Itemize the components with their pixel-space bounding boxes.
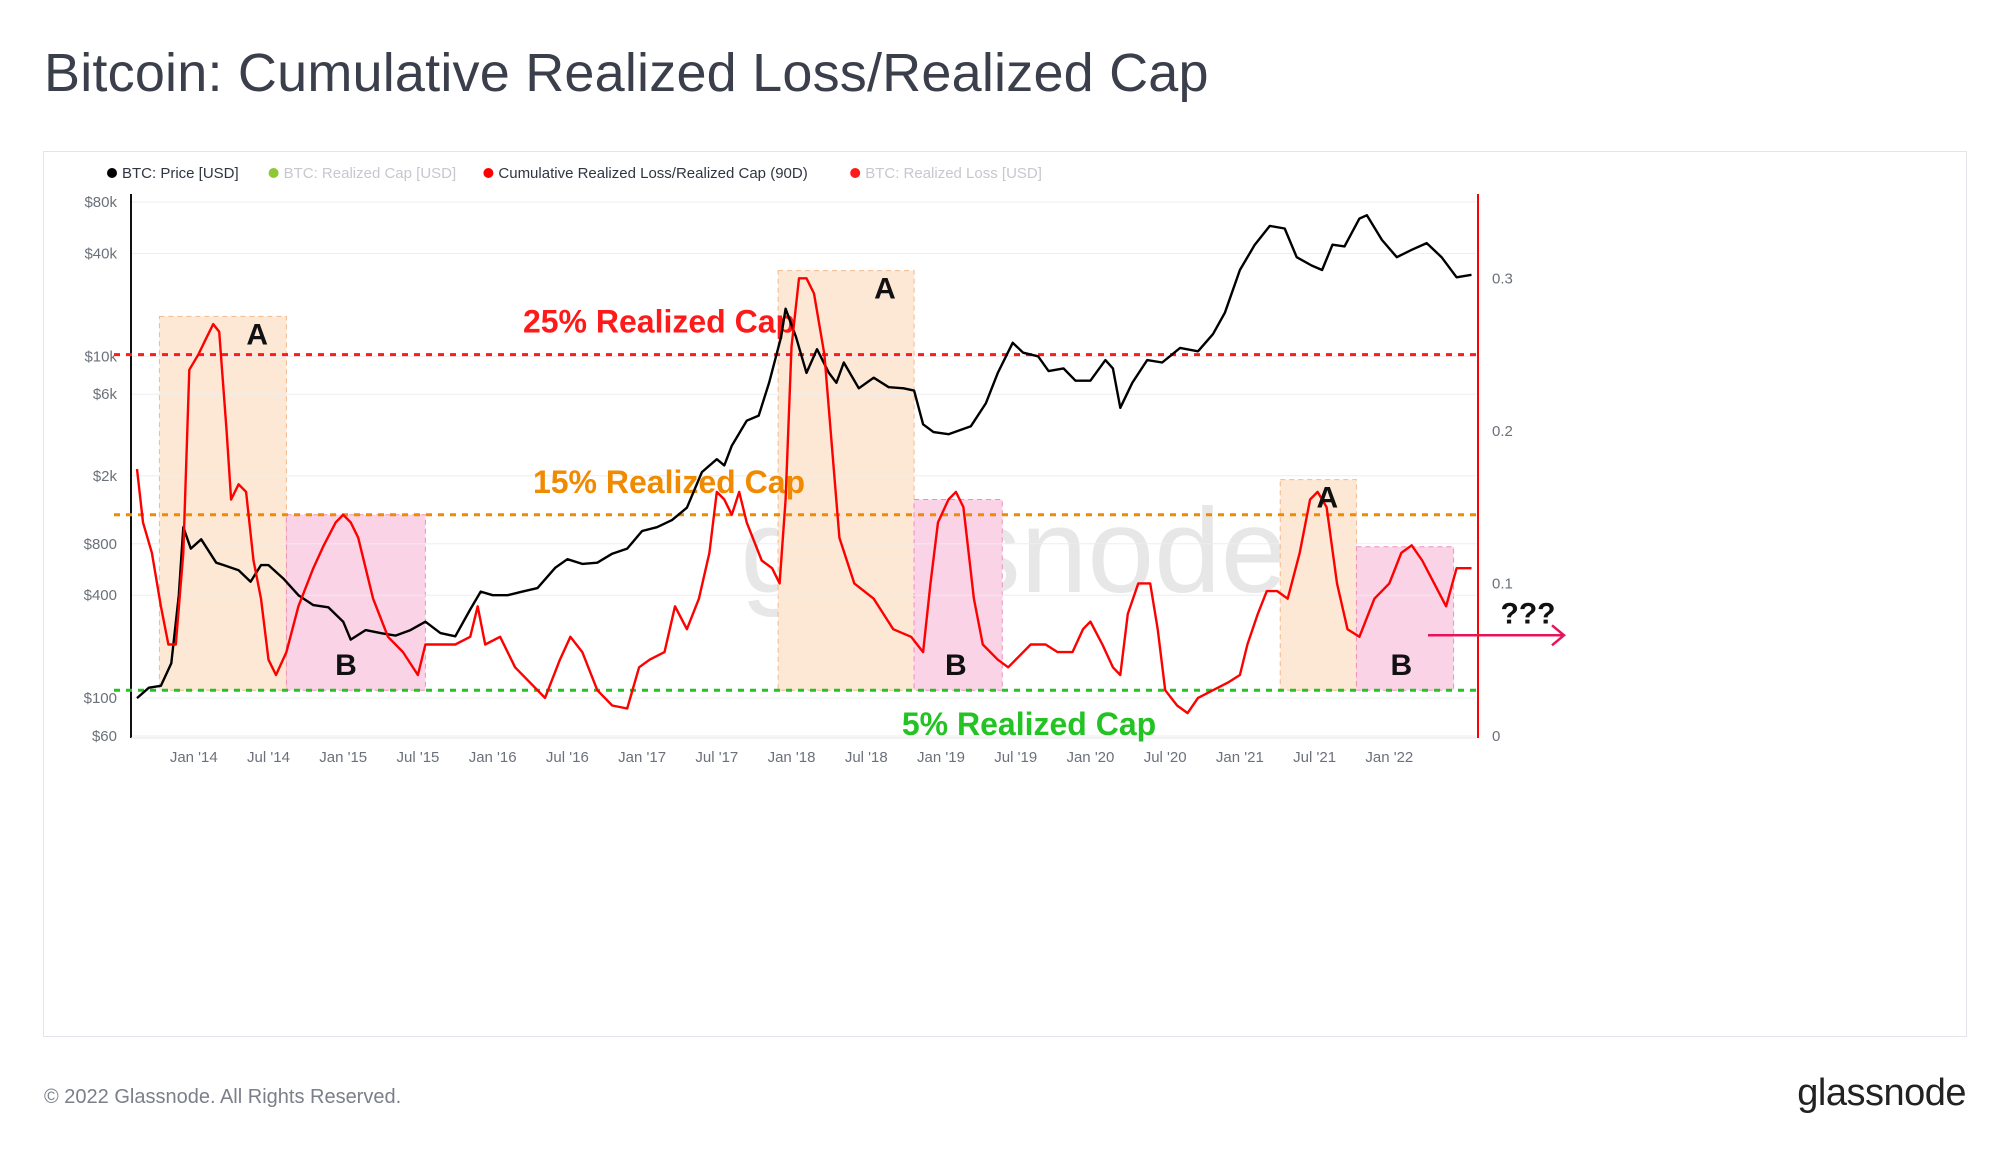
axes: $80k $40k $10k $6k $2k $800 $400 $100 $60 0.3 0.2 0… <box>84 194 1513 766</box>
y-left-tick-label: $6k <box>93 386 118 403</box>
zones <box>158 270 1455 691</box>
y-left-tick-label: $800 <box>84 536 117 553</box>
legend-swatch <box>268 168 279 178</box>
legend-swatch <box>850 168 861 178</box>
legend-label: BTC: Price [USD] <box>122 165 239 182</box>
zone-b-label: B <box>945 649 967 682</box>
y-left-tick-label: $40k <box>84 245 117 262</box>
x-tick-label: Jan '20 <box>1066 749 1114 766</box>
x-tick-label: Jul '21 <box>1293 749 1336 766</box>
x-tick-label: Jul '17 <box>695 749 738 766</box>
zone-a-label: A <box>246 318 268 351</box>
y-right-tick-label: 0.3 <box>1492 270 1513 287</box>
legend-label: Cumulative Realized Loss/Realized Cap (9… <box>498 165 807 182</box>
zone-a-label: A <box>874 273 896 306</box>
x-tick-label: Jan '22 <box>1365 749 1413 766</box>
legend-item[interactable]: BTC: Price [USD] <box>107 165 239 182</box>
y-right-tick-label: 0 <box>1492 728 1500 745</box>
legend: BTC: Price [USD] BTC: Realized Cap [USD] C… <box>107 165 1042 182</box>
zone-a-label: A <box>1316 482 1338 515</box>
annotation: ??? <box>1428 597 1566 647</box>
x-tick-label: Jul '14 <box>247 749 290 766</box>
legend-item[interactable]: Cumulative Realized Loss/Realized Cap (9… <box>483 165 808 182</box>
x-tick-label: Jan '14 <box>170 749 218 766</box>
x-tick-label: Jul '15 <box>396 749 439 766</box>
y-right-tick-label: 0.1 <box>1492 575 1513 592</box>
zone-a <box>777 270 915 691</box>
y-right-tick-label: 0.2 <box>1492 423 1513 440</box>
x-tick-label: Jan '18 <box>768 749 816 766</box>
ratio-line <box>135 277 1472 715</box>
x-tick-label: Jan '21 <box>1216 749 1264 766</box>
y-left-tick-label: $10k <box>84 348 117 365</box>
y-left-tick-label: $80k <box>84 194 117 211</box>
legend-label: BTC: Realized Loss [USD] <box>865 165 1042 182</box>
x-tick-label: Jul '16 <box>546 749 589 766</box>
chart-frame: glassnode BTC: Price [USD] BTC: Realized … <box>43 151 1967 1037</box>
x-tick-label: Jan '17 <box>618 749 666 766</box>
y-left-tick-label: $100 <box>84 690 117 707</box>
gridlines <box>131 201 1476 737</box>
series <box>135 214 1472 715</box>
copyright: © 2022 Glassnode. All Rights Reserved. <box>44 1086 402 1108</box>
zone-b-label: B <box>1390 649 1412 682</box>
reference-lines: 25% Realized Cap 15% Realized Cap 5% Reali… <box>114 304 1476 742</box>
annotation-arrowhead <box>1551 624 1566 647</box>
x-tick-label: Jul '19 <box>994 749 1037 766</box>
zone-b <box>1355 546 1455 691</box>
x-tick-label: Jan '16 <box>469 749 517 766</box>
x-tick-label: Jan '19 <box>917 749 965 766</box>
brand-logo: glassnode <box>1797 1072 1966 1114</box>
y-left-tick-label: $60 <box>92 728 117 745</box>
ref-line-label: 25% Realized Cap <box>523 304 795 340</box>
legend-label: BTC: Realized Cap [USD] <box>284 165 457 182</box>
chart-canvas: glassnode BTC: Price [USD] BTC: Realized … <box>84 165 1566 766</box>
legend-swatch <box>107 168 117 178</box>
zone-labels: A B A B A B <box>246 273 1412 683</box>
ref-line-label: 5% Realized Cap <box>902 706 1156 742</box>
y-left-tick-label: $400 <box>84 587 117 604</box>
x-tick-label: Jul '18 <box>845 749 888 766</box>
legend-swatch <box>483 168 494 178</box>
ref-line-label: 15% Realized Cap <box>533 464 805 500</box>
legend-item[interactable]: BTC: Realized Loss [USD] <box>850 165 1042 182</box>
y-left-tick-label: $2k <box>93 468 118 485</box>
price-line <box>136 214 1472 700</box>
legend-item[interactable]: BTC: Realized Cap [USD] <box>268 165 457 182</box>
x-tick-label: Jul '20 <box>1144 749 1187 766</box>
zone-b-label: B <box>335 649 357 682</box>
annotation-text: ??? <box>1501 597 1556 630</box>
x-tick-label: Jan '15 <box>319 749 367 766</box>
page-title: Bitcoin: Cumulative Realized Loss/Realiz… <box>44 43 1209 103</box>
